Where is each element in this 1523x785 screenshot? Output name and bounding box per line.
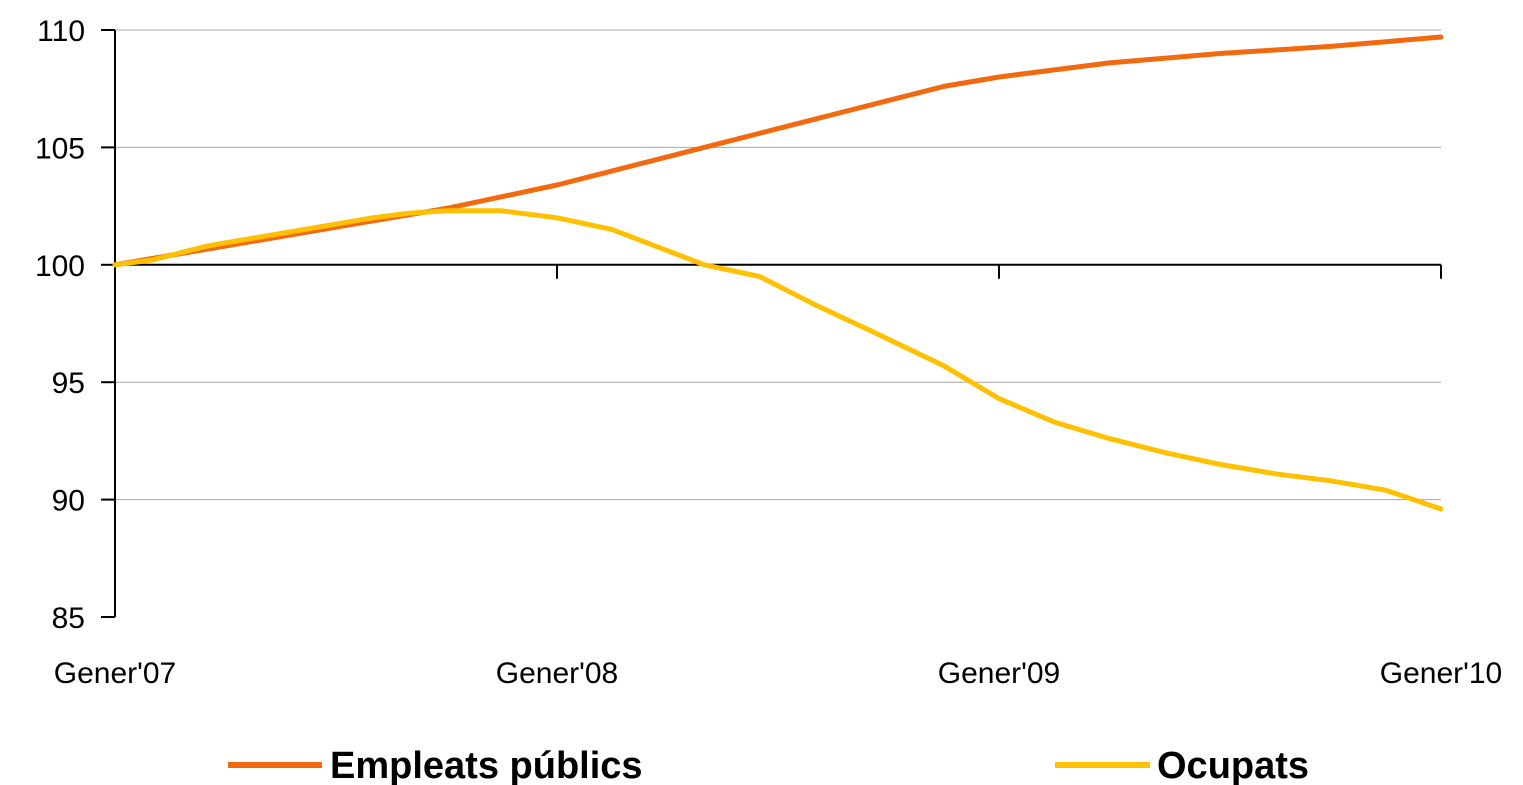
x-tick-labels: Gener'07 Gener'08 Gener'09 Gener'10	[54, 657, 1502, 690]
grid-lines	[115, 29, 1441, 501]
y-tick-label: 100	[35, 250, 85, 283]
y-tick-label: 85	[52, 602, 85, 635]
x-tick-label: Gener'09	[938, 657, 1060, 690]
y-tick-label: 110	[37, 15, 85, 48]
legend: Empleats públics Ocupats	[228, 745, 1309, 785]
x-tick-label: Gener'10	[1380, 657, 1502, 690]
series-line-empleats-publics	[112, 34, 1444, 268]
y-tick-labels: 85 90 95 100 105 110	[35, 15, 85, 635]
y-tick-label: 105	[35, 132, 85, 165]
series-lines	[112, 34, 1444, 512]
series-line-ocupats	[112, 208, 1444, 512]
axes	[101, 29, 1442, 618]
y-tick-label: 90	[52, 485, 85, 518]
legend-label: Ocupats	[1157, 745, 1309, 785]
y-tick-label: 95	[52, 367, 85, 400]
x-tick-label: Gener'08	[496, 657, 618, 690]
legend-label: Empleats públics	[330, 745, 643, 785]
x-tick-label: Gener'07	[54, 657, 176, 690]
